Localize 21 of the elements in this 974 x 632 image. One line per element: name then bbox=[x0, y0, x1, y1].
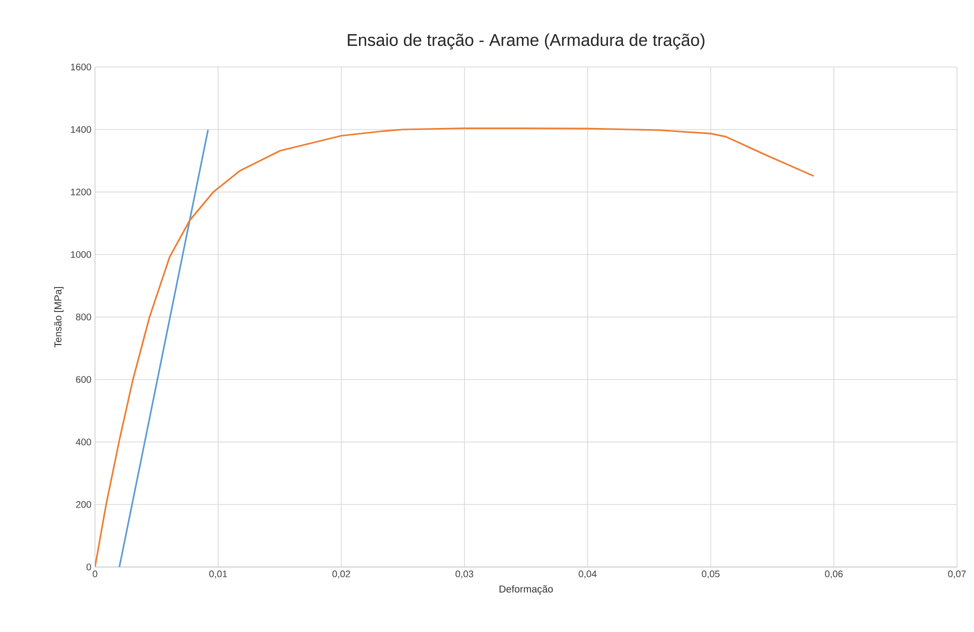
x-tick-label: 0,07 bbox=[948, 570, 966, 578]
y-tick-label: 1200 bbox=[71, 188, 92, 196]
y-tick-label: 1000 bbox=[71, 251, 92, 258]
y-axis-title: Tensão [MPa] bbox=[54, 287, 64, 348]
x-tick-label: 0,02 bbox=[332, 570, 350, 578]
y-tick-label: 200 bbox=[76, 501, 92, 508]
x-tick-label: 0,01 bbox=[209, 570, 227, 578]
y-tick-label: 400 bbox=[76, 438, 92, 446]
y-tick-label: 600 bbox=[76, 376, 92, 383]
x-tick-label: 0,03 bbox=[456, 570, 474, 578]
line-series bbox=[95, 127, 815, 567]
x-tick-label: 0,06 bbox=[824, 570, 843, 578]
x-axis-title: Deformação bbox=[500, 585, 553, 595]
x-tick-label: 0,05 bbox=[702, 570, 720, 578]
y-tick-label: 1600 bbox=[71, 64, 92, 70]
y-tick-label: 1400 bbox=[71, 126, 92, 133]
y-tick-label: 0 bbox=[86, 564, 92, 570]
y-tick-label: 800 bbox=[76, 314, 92, 320]
x-tick-label: 0,04 bbox=[578, 570, 597, 578]
chart-title: Ensaio de tração - Arame (Armadura de tração) bbox=[348, 34, 704, 50]
x-tick-label: 0 bbox=[92, 570, 98, 578]
